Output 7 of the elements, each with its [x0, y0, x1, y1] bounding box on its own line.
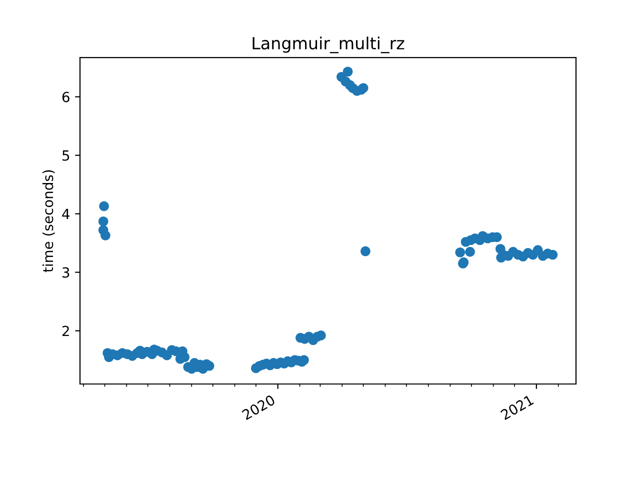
- chart-title: Langmuir_multi_rz: [252, 36, 404, 54]
- y-tick-label: 5: [62, 150, 70, 161]
- y-tick-label: 4: [62, 208, 70, 220]
- y-tick-label: 6: [62, 92, 70, 102]
- y-tick-label: 3: [62, 267, 70, 278]
- y-axis-title: time (seconds): [42, 170, 55, 272]
- y-tick-label: 2: [62, 326, 69, 336]
